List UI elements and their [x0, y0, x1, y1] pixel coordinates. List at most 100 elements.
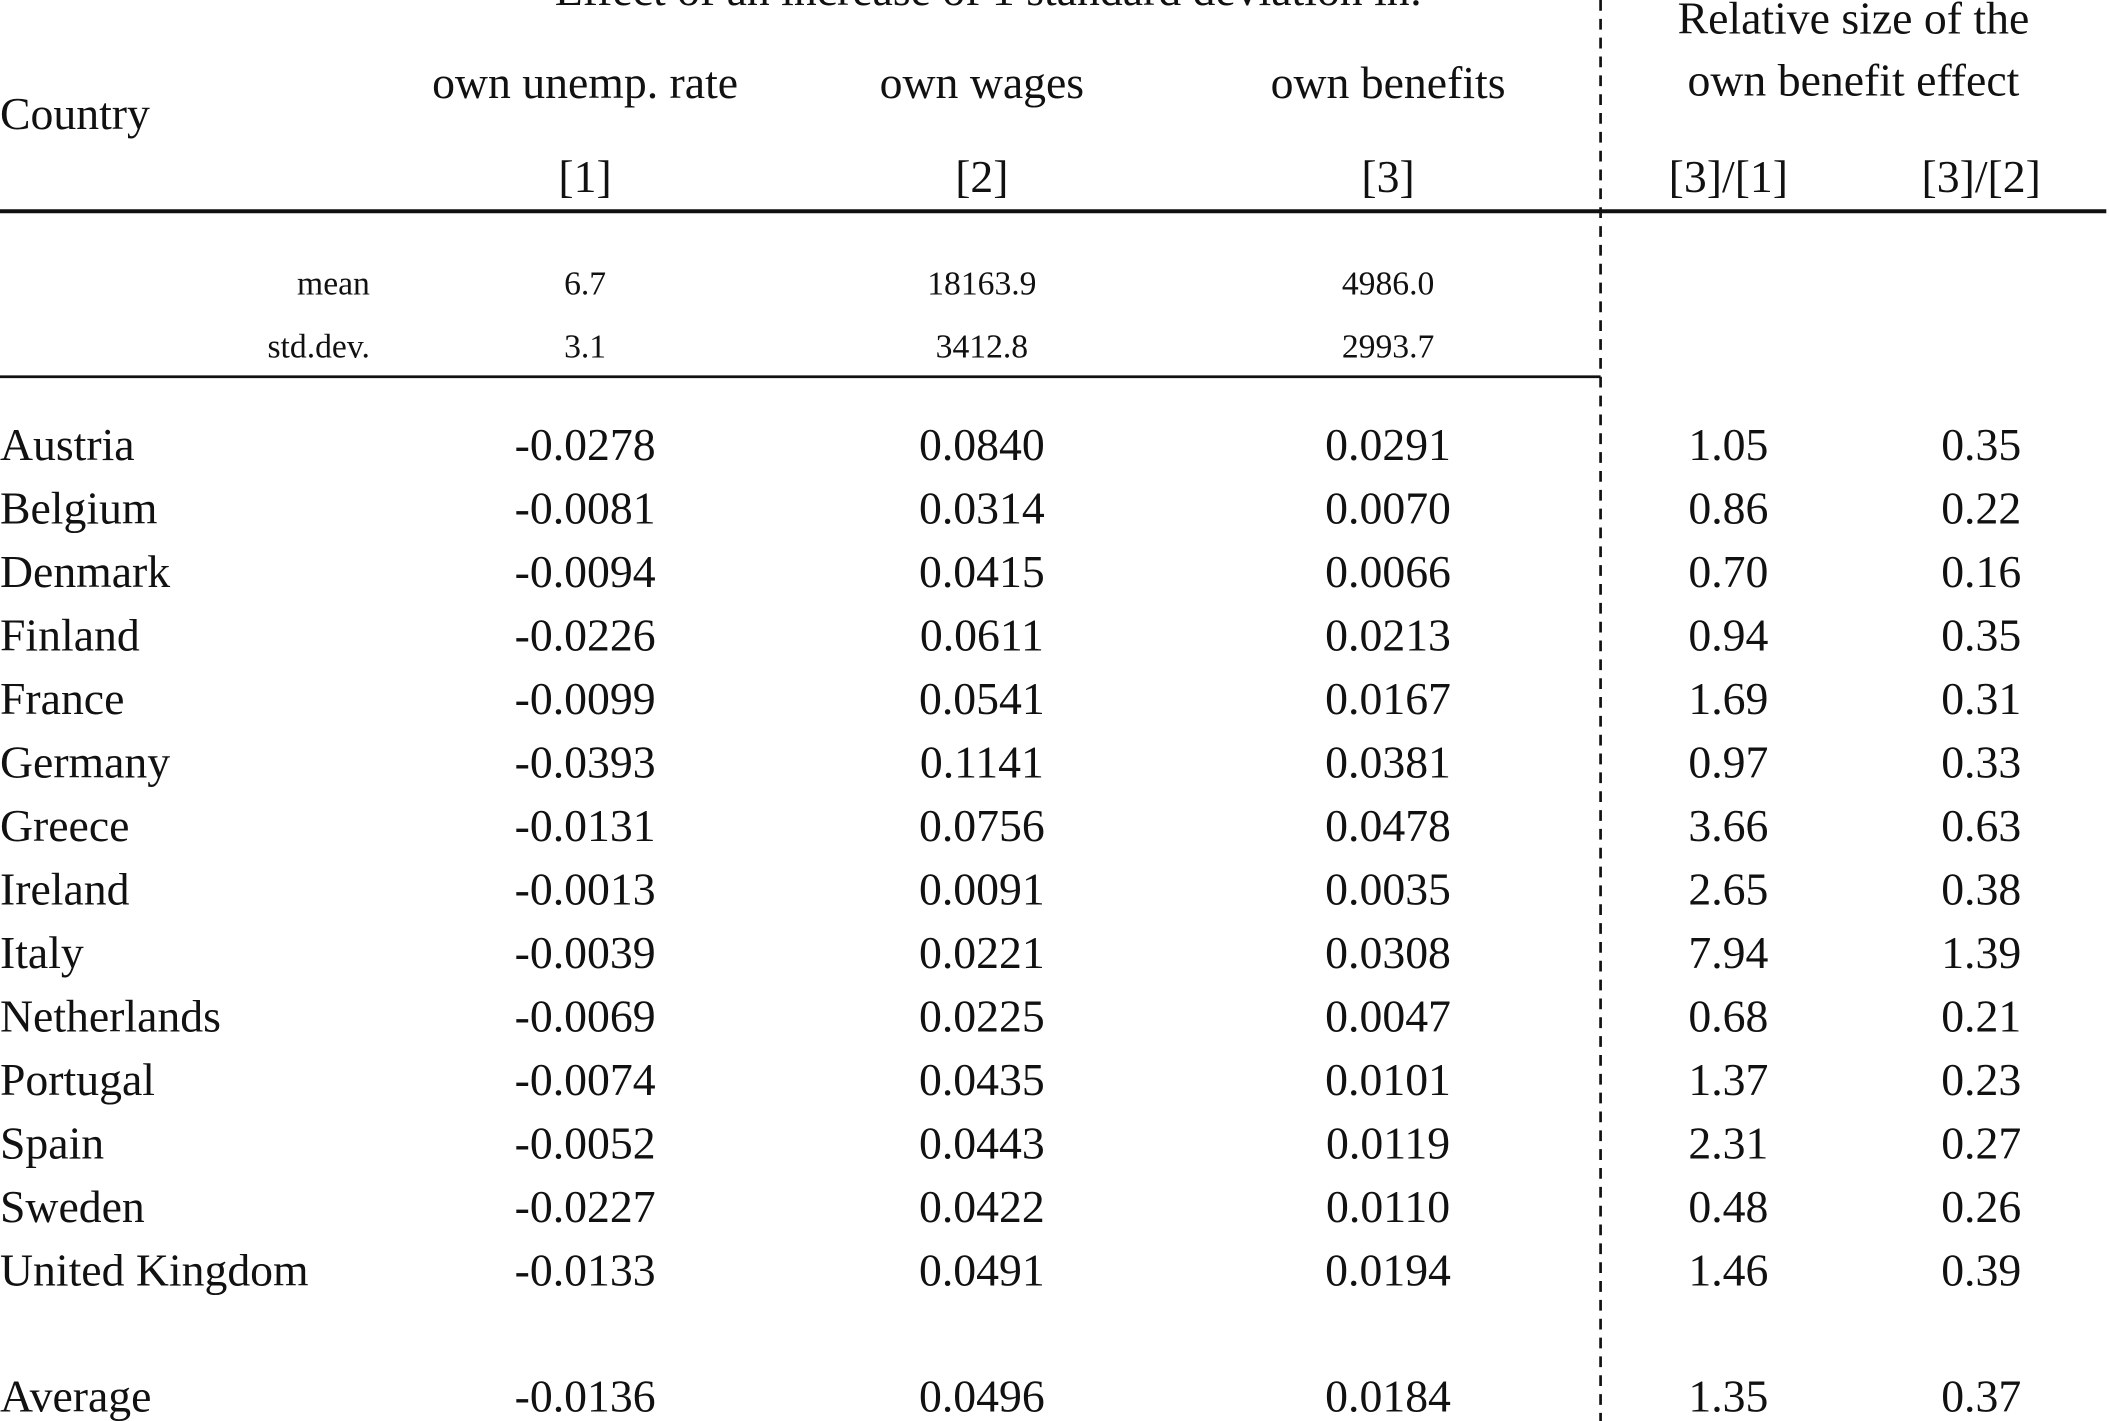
cell: 1.39	[1941, 927, 2021, 978]
cell: 0.0119	[1326, 1118, 1450, 1169]
cell: -0.0131	[515, 800, 656, 851]
cell: 0.22	[1941, 482, 2021, 533]
cell: 0.0066	[1325, 546, 1451, 597]
column-index: [3]/[2]	[1922, 151, 2041, 202]
country-name: Denmark	[0, 546, 170, 597]
cell: 1.05	[1688, 419, 1768, 470]
country-name: Finland	[0, 609, 140, 660]
relative-title: own benefit effect	[1688, 54, 2020, 105]
cell: 1.69	[1688, 673, 1768, 724]
cell: 0.0478	[1325, 800, 1451, 851]
cell: 2.31	[1688, 1118, 1768, 1169]
country-name: Portugal	[0, 1054, 155, 1105]
cell: 0.35	[1941, 419, 2021, 470]
cell: -0.0226	[515, 609, 656, 660]
cell: 0.0184	[1325, 1370, 1451, 1421]
cell: -0.0136	[515, 1370, 656, 1421]
cell: 0.31	[1941, 673, 2021, 724]
summary-value: 2993.7	[1342, 329, 1434, 366]
cell: 0.0415	[919, 546, 1045, 597]
cell: -0.0039	[515, 927, 656, 978]
cell: 0.27	[1941, 1118, 2021, 1169]
cell: 0.0167	[1325, 673, 1451, 724]
cell: 0.0435	[919, 1054, 1045, 1105]
summary-label: std.dev.	[267, 329, 369, 366]
cell: 0.1141	[920, 737, 1044, 788]
country-name: Greece	[0, 800, 129, 851]
country-name: United Kingdom	[0, 1245, 309, 1296]
cell: 0.35	[1941, 609, 2021, 660]
cell: 0.0225	[919, 991, 1045, 1042]
cell: -0.0133	[515, 1245, 656, 1296]
relative-title: Relative size of the	[1678, 0, 2030, 43]
cell: 0.0291	[1325, 419, 1451, 470]
summary-value: 18163.9	[927, 265, 1036, 302]
cell: 0.0110	[1326, 1181, 1450, 1232]
cell: 0.0101	[1325, 1054, 1451, 1105]
cell: -0.0099	[515, 673, 656, 724]
cell: 0.0091	[919, 864, 1045, 915]
cell: 0.0035	[1325, 864, 1451, 915]
cell: -0.0278	[515, 419, 656, 470]
country-name: Italy	[0, 927, 84, 978]
cell: 1.35	[1688, 1370, 1768, 1421]
summary-value: 3412.8	[936, 329, 1028, 366]
cell: 0.68	[1688, 991, 1768, 1042]
cell: -0.0052	[515, 1118, 656, 1169]
cell: 0.0213	[1325, 609, 1451, 660]
summary-value: 6.7	[564, 265, 606, 302]
column-index: [3]	[1361, 151, 1414, 202]
effect-title: Effect of an increase of 1 standard devi…	[555, 0, 1423, 15]
cell: 0.0221	[919, 927, 1045, 978]
cell: 0.39	[1941, 1245, 2021, 1296]
cell: 0.16	[1941, 546, 2021, 597]
cell: 0.26	[1941, 1181, 2021, 1232]
cell: 0.97	[1688, 737, 1768, 788]
cell: 1.37	[1688, 1054, 1768, 1105]
cell: -0.0074	[515, 1054, 656, 1105]
summary-label: mean	[297, 265, 370, 302]
cell: -0.0094	[515, 546, 656, 597]
cell: -0.0069	[515, 991, 656, 1042]
country-name: Netherlands	[0, 991, 221, 1042]
cell: -0.0393	[515, 737, 656, 788]
column-index: [3]/[1]	[1669, 151, 1788, 202]
cell: 0.63	[1941, 800, 2021, 851]
cell: 0.33	[1941, 737, 2021, 788]
column-label: own wages	[880, 57, 1084, 108]
cell: 0.0047	[1325, 991, 1451, 1042]
cell: 3.66	[1688, 800, 1768, 851]
cell: 2.65	[1688, 864, 1768, 915]
column-label: own benefits	[1271, 57, 1506, 108]
cell: 0.70	[1688, 546, 1768, 597]
country-name: Ireland	[0, 864, 130, 915]
country-name: France	[0, 673, 124, 724]
cell: 0.0491	[919, 1245, 1045, 1296]
cell: 0.38	[1941, 864, 2021, 915]
cell: 0.0422	[919, 1181, 1045, 1232]
cell: 0.0314	[919, 482, 1045, 533]
cell: 0.0381	[1325, 737, 1451, 788]
cell: 0.0840	[919, 419, 1045, 470]
cell: -0.0227	[515, 1181, 656, 1232]
column-index: [1]	[558, 151, 611, 202]
cell: 0.37	[1941, 1370, 2021, 1421]
summary-value: 4986.0	[1342, 265, 1434, 302]
cell: 0.23	[1941, 1054, 2021, 1105]
cell: 0.0496	[919, 1370, 1045, 1421]
cell: -0.0081	[515, 482, 656, 533]
country-name: Average	[0, 1370, 151, 1421]
column-index: [2]	[955, 151, 1008, 202]
cell: 0.0194	[1325, 1245, 1451, 1296]
cell: 0.0541	[919, 673, 1045, 724]
cell: 0.48	[1688, 1181, 1768, 1232]
cell: 0.0443	[919, 1118, 1045, 1169]
cell: 0.86	[1688, 482, 1768, 533]
country-name: Germany	[0, 737, 170, 788]
column-label: own unemp. rate	[432, 57, 738, 108]
country-name: Belgium	[0, 482, 157, 533]
country-name: Spain	[0, 1118, 104, 1169]
cell: 1.46	[1688, 1245, 1768, 1296]
